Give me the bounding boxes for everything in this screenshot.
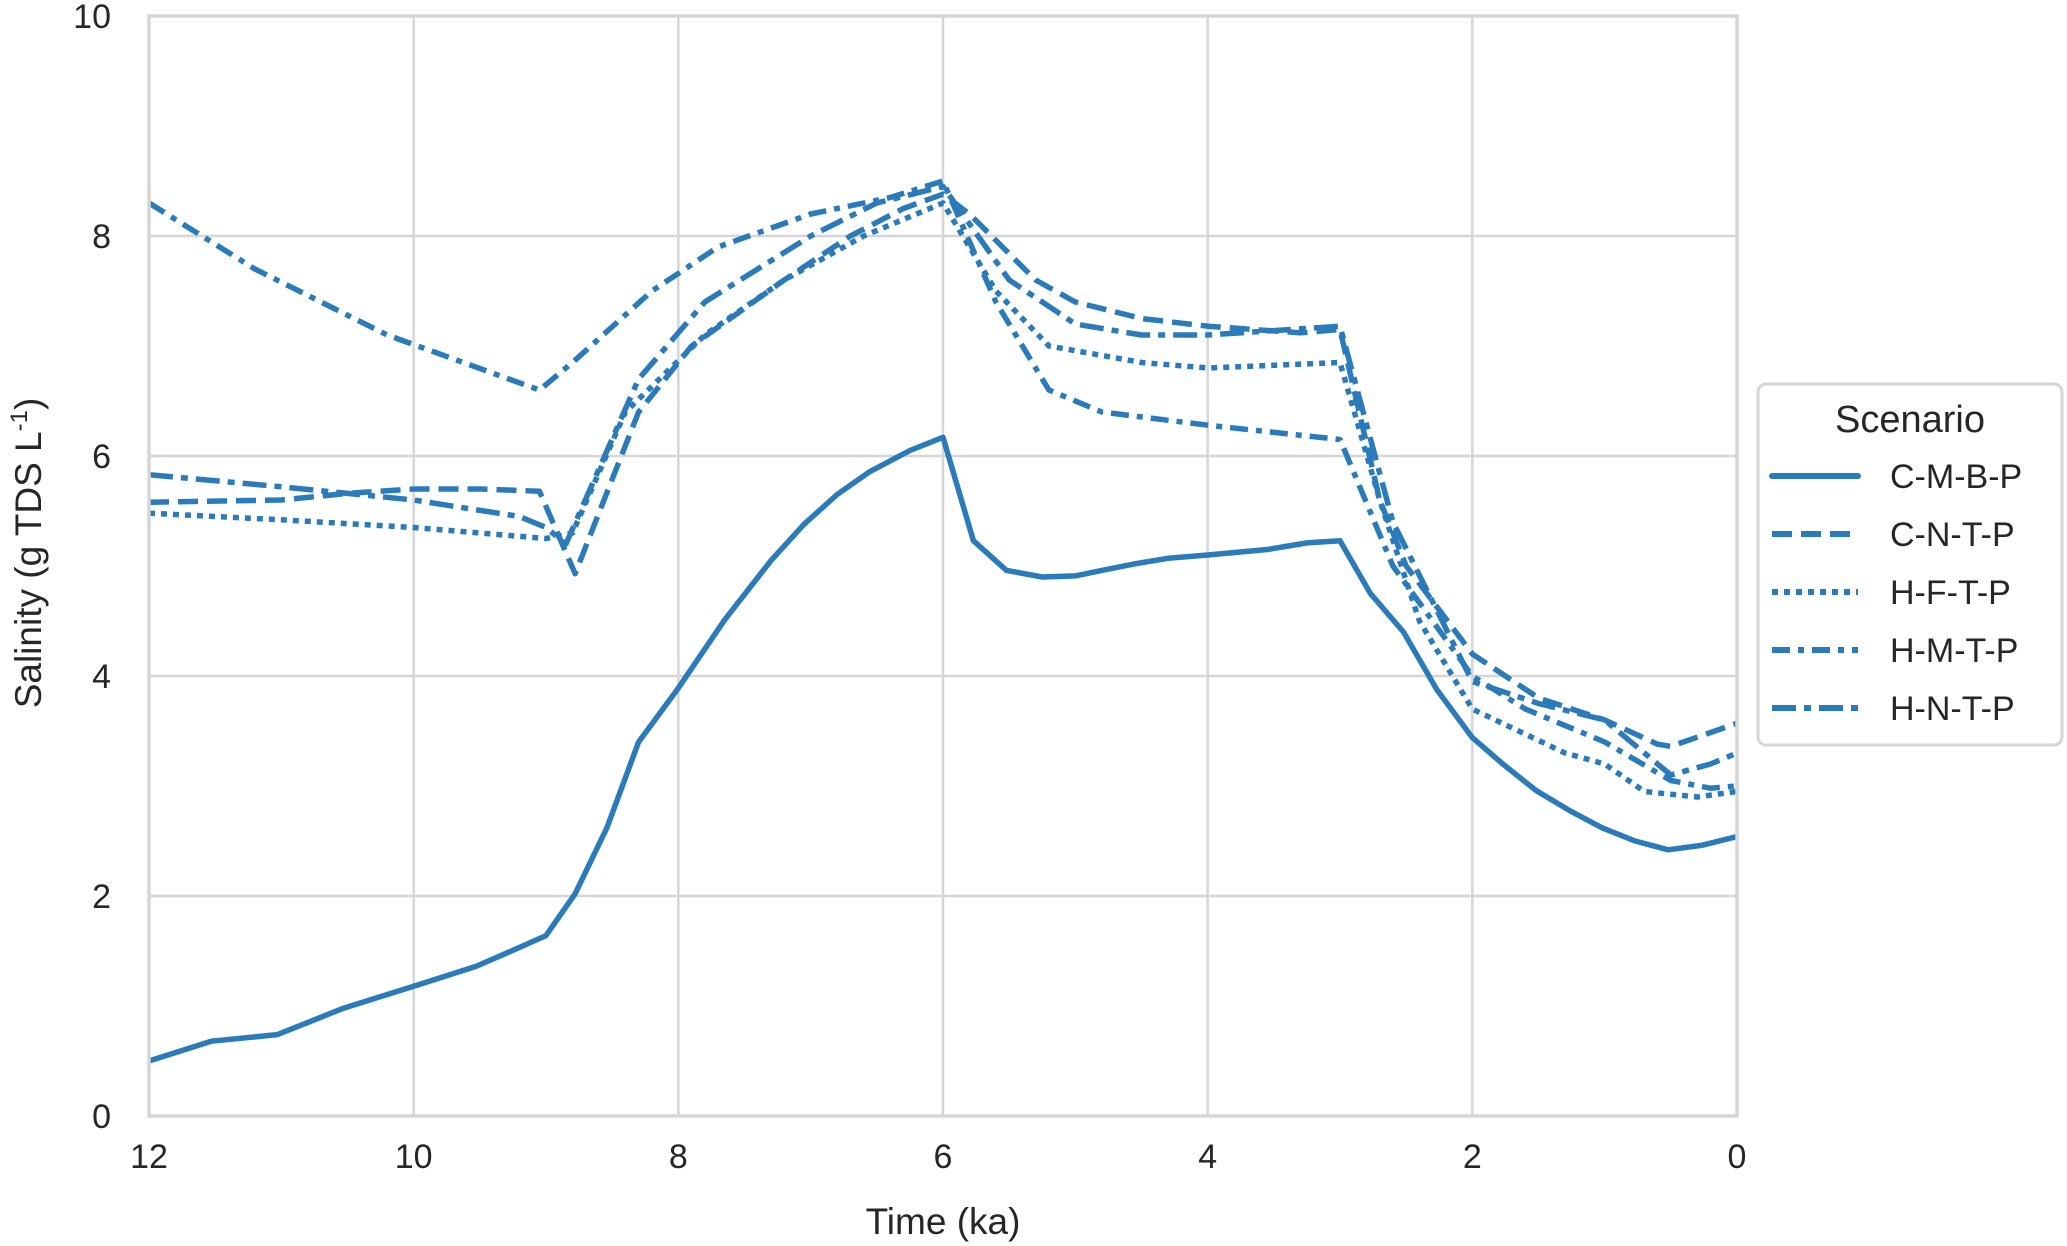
y-tick-label: 8 <box>92 218 111 256</box>
y-tick-label: 6 <box>92 438 111 476</box>
legend-label: C-M-B-P <box>1890 458 2022 496</box>
x-tick-label: 4 <box>1198 1138 1217 1176</box>
x-tick-label: 10 <box>395 1138 433 1176</box>
x-tick-label: 12 <box>130 1138 168 1176</box>
y-axis-label: Salinity (g TDS L-1) <box>6 398 49 709</box>
y-axis-label-sup: -1 <box>6 410 33 431</box>
x-tick-label: 0 <box>1728 1138 1747 1176</box>
series-line-h-f-t-p <box>148 200 1738 800</box>
plot-frame <box>147 14 1739 1118</box>
series-line-h-n-t-p <box>148 183 1739 778</box>
y-tick-label: 0 <box>92 1098 111 1136</box>
x-tick-label: 6 <box>934 1138 953 1176</box>
y-tick-label: 10 <box>73 0 111 36</box>
y-axis-label-tail: ) <box>8 398 49 410</box>
x-tick-labels: 12 10 8 6 4 2 0 <box>130 1138 1746 1176</box>
legend-label: C-N-T-P <box>1890 516 2015 554</box>
series-line-c-n-t-p <box>148 191 1738 750</box>
series-line-c-m-b-p <box>148 434 1738 1064</box>
legend: Scenario C-M-B-P C-N-T-P H-F-T-P H-M-T-P H-N… <box>1756 382 2064 747</box>
legend-label: H-N-T-P <box>1890 690 2015 728</box>
series-lines <box>147 178 1739 1064</box>
y-tick-labels: 0 2 4 6 8 10 <box>73 0 111 1136</box>
legend-title: Scenario <box>1835 399 1985 441</box>
x-axis-label: Time (ka) <box>866 1201 1021 1242</box>
y-tick-label: 4 <box>92 658 111 696</box>
y-tick-label: 2 <box>92 878 111 916</box>
x-tick-label: 2 <box>1463 1138 1482 1176</box>
legend-label: H-F-T-P <box>1890 574 2011 612</box>
gridlines <box>147 14 1739 1118</box>
x-tick-label: 8 <box>669 1138 688 1176</box>
legend-label: H-M-T-P <box>1890 632 2018 670</box>
y-axis-label-main: Salinity (g TDS L <box>8 431 49 708</box>
series-line-h-m-t-p <box>147 178 1738 791</box>
